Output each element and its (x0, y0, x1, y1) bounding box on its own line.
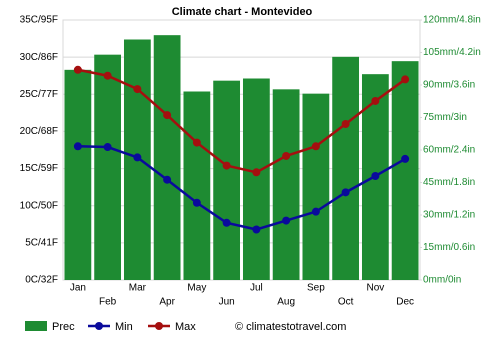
y2-tick-label: 30mm/1.2in (423, 210, 475, 221)
bar (64, 69, 92, 280)
point (133, 85, 142, 94)
bar (332, 56, 360, 281)
point (192, 138, 201, 147)
y2-tick-label: 90mm/3.6in (423, 80, 475, 91)
point (311, 207, 320, 216)
y2-tick-label: 105mm/4.2in (423, 47, 481, 58)
credit: © climatestotravel.com (235, 321, 346, 333)
point (371, 96, 380, 105)
point (133, 153, 142, 162)
y-tick-label: 25C/77F (20, 89, 58, 100)
bar (213, 80, 241, 281)
x-tick-label: Apr (159, 297, 175, 308)
point (163, 175, 172, 184)
x-tick-label: Mar (129, 283, 147, 294)
point (371, 172, 380, 180)
bar (391, 61, 419, 280)
point (222, 218, 231, 227)
point (341, 188, 350, 197)
y2-tick-label: 60mm/2.4in (423, 145, 475, 156)
y2-tick-label: 0mm/0in (423, 275, 461, 286)
legend-swatch (25, 321, 47, 331)
y-tick-label: 20C/68F (20, 126, 58, 137)
x-tick-label: Dec (396, 297, 414, 308)
legend-label: Prec (52, 321, 75, 333)
point (103, 143, 112, 152)
x-tick-label: Nov (366, 283, 384, 294)
point (252, 225, 261, 234)
y-tick-label: 15C/59F (20, 163, 58, 174)
y-tick-label: 0C/32F (25, 275, 58, 286)
point (163, 111, 172, 120)
bar (302, 93, 330, 281)
bar (242, 78, 270, 280)
point (222, 161, 231, 170)
bar (94, 54, 122, 280)
y2-tick-label: 45mm/1.8in (423, 177, 475, 188)
y-tick-label: 5C/41F (25, 237, 58, 248)
legend-swatch (155, 322, 163, 330)
point (73, 142, 82, 151)
bar (183, 91, 211, 280)
point (252, 168, 261, 177)
y-tick-label: 35C/95F (20, 15, 58, 26)
point (311, 142, 320, 151)
legend-swatch (95, 322, 103, 330)
point (192, 198, 201, 207)
legend-label: Max (175, 321, 196, 333)
x-tick-label: Sep (307, 283, 325, 294)
point (341, 120, 350, 128)
x-tick-label: Oct (338, 297, 354, 308)
point (73, 65, 82, 74)
point (282, 216, 291, 225)
point (401, 75, 410, 84)
y2-tick-label: 15mm/0.6in (423, 242, 475, 253)
point (401, 154, 410, 163)
plot-frame (62, 19, 421, 281)
x-tick-label: Aug (277, 297, 295, 308)
bar (153, 35, 181, 280)
line (77, 68, 406, 174)
y-tick-label: 10C/50F (20, 200, 58, 211)
chart-title: Climate chart - Montevideo (172, 6, 313, 18)
y2-tick-label: 75mm/3in (423, 112, 467, 123)
x-tick-label: Jun (219, 297, 235, 308)
x-tick-label: May (187, 283, 206, 294)
y2-tick-label: 120mm/4.8in (423, 15, 481, 26)
x-tick-label: Feb (99, 297, 117, 308)
point (282, 151, 291, 160)
y-tick-label: 30C/86F (20, 52, 58, 63)
x-tick-label: Jul (250, 283, 263, 294)
legend-label: Min (115, 321, 133, 333)
bar (272, 89, 300, 280)
point (103, 71, 112, 80)
x-tick-label: Jan (70, 283, 86, 294)
line (77, 145, 406, 231)
